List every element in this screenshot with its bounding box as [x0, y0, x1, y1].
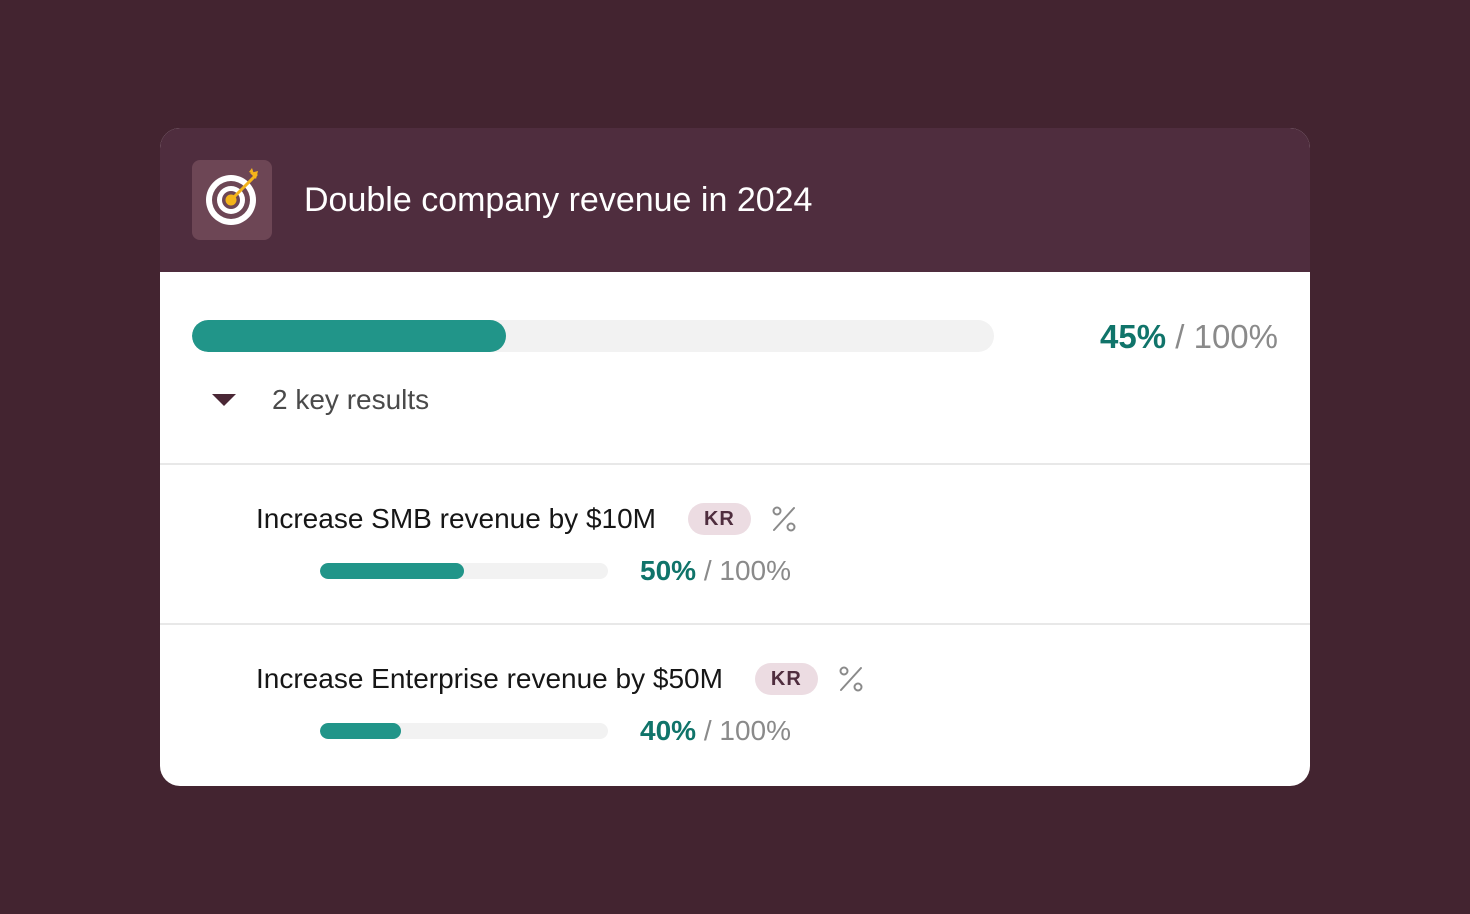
key-result-header: Increase Enterprise revenue by $50M KR: [256, 659, 864, 699]
key-result-progress-separator: /: [703, 715, 712, 746]
key-result-title[interactable]: Increase SMB revenue by $10M: [256, 503, 656, 534]
key-result-progress-value: 50%: [640, 555, 697, 586]
objective-progress-separator: /: [1175, 318, 1185, 355]
key-result-header: Increase SMB revenue by $10M KR: [256, 499, 797, 539]
key-result-progress-bar: [320, 563, 608, 579]
kr-badge: KR: [687, 503, 751, 535]
divider: [160, 463, 1310, 465]
key-results-count-label: 2 key results: [272, 384, 430, 415]
key-result-progress-fill: [320, 723, 401, 739]
kr-badge: KR: [754, 663, 818, 695]
key-result-progress-separator: /: [703, 555, 712, 586]
objective-progress-total: 100%: [1193, 318, 1278, 355]
objective-title[interactable]: Double company revenue in 2024: [304, 181, 813, 219]
key-result-progress-bar: [320, 723, 608, 739]
key-result-row[interactable]: Increase Enterprise revenue by $50M KR 4…: [160, 625, 1310, 783]
target-dartboard-icon: [206, 168, 258, 225]
objective-progress-fill: [192, 320, 506, 352]
key-result-progress-total: 100%: [719, 715, 792, 746]
caret-down-icon[interactable]: [212, 394, 236, 406]
key-results-toggle[interactable]: 2 key results: [208, 380, 608, 420]
key-result-title[interactable]: Increase Enterprise revenue by $50M: [256, 663, 723, 694]
objective-card: Double company revenue in 2024 45% / 100…: [160, 128, 1310, 786]
objective-icon-tile: [192, 160, 272, 240]
percent-icon: [839, 666, 863, 692]
key-result-progress-total: 100%: [719, 555, 792, 586]
objective-header: Double company revenue in 2024: [160, 128, 1310, 272]
key-result-progress-text: 50% / 100%: [640, 553, 791, 589]
objective-progress-value: 45%: [1100, 318, 1167, 355]
key-result-progress-text: 40% / 100%: [640, 713, 791, 749]
objective-progress-bar: [192, 320, 994, 352]
objective-progress-text: 45% / 100%: [1100, 317, 1278, 357]
key-result-row[interactable]: Increase SMB revenue by $10M KR 50% / 10…: [160, 465, 1310, 623]
percent-icon: [772, 506, 796, 532]
divider: [160, 623, 1310, 625]
key-result-progress-value: 40%: [640, 715, 697, 746]
key-result-progress-fill: [320, 563, 464, 579]
